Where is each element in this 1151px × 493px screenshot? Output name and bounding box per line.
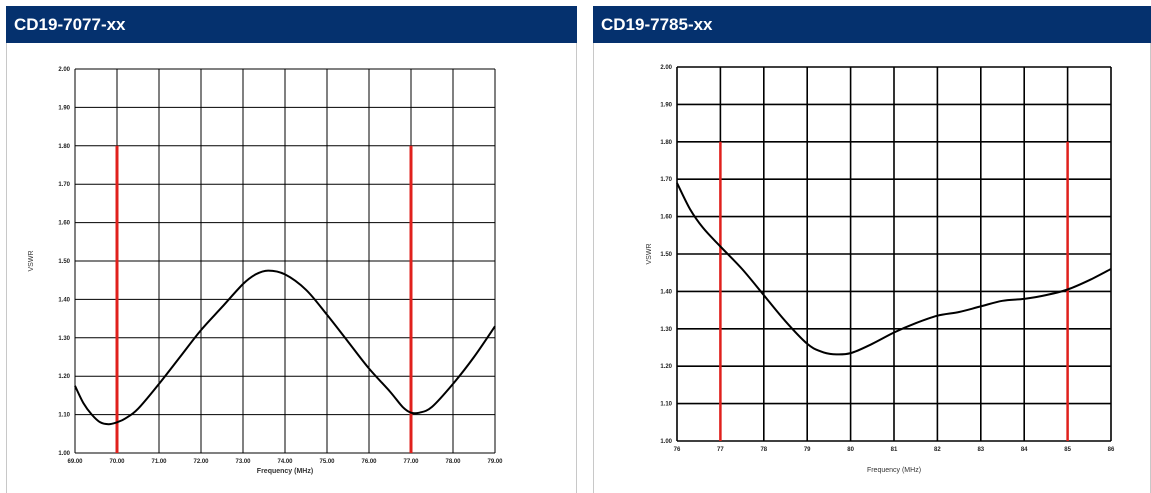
y-axis-title: VSWR <box>28 251 35 272</box>
y-tick-label: 1.90 <box>660 102 672 108</box>
y-tick-label: 1.50 <box>58 259 70 265</box>
x-axis-title: Frequency (MHz) <box>867 467 921 474</box>
x-tick-label: 77.00 <box>403 459 419 465</box>
y-tick-label: 1.70 <box>58 182 70 188</box>
y-tick-label: 2.00 <box>58 67 70 73</box>
y-tick-label: 1.10 <box>660 402 672 408</box>
x-tick-label: 84 <box>1021 447 1028 453</box>
x-tick-label: 79 <box>804 447 811 453</box>
x-tick-label: 83 <box>977 447 984 453</box>
x-tick-label: 71.00 <box>151 459 167 465</box>
panel-title: CD19-7785-xx <box>601 15 713 34</box>
x-tick-label: 78.00 <box>445 459 461 465</box>
y-tick-label: 1.10 <box>58 413 70 419</box>
x-tick-label: 70.00 <box>109 459 125 465</box>
x-tick-label: 76 <box>674 447 681 453</box>
y-tick-label: 1.20 <box>58 374 70 380</box>
vswr-chart: 1.00 1.10 1.20 1.30 1.40 1.50 1.60 1.70 1.80 1.90… <box>646 65 1115 474</box>
x-tick-label: 80 <box>847 447 854 453</box>
x-tick-label: 81 <box>891 447 898 453</box>
x-tick-label: 86 <box>1108 447 1115 453</box>
y-tick-label: 1.80 <box>660 140 672 146</box>
x-tick-label: 79.00 <box>487 459 503 465</box>
x-tick-label: 77 <box>717 447 724 453</box>
y-tick-label: 1.40 <box>58 297 70 303</box>
x-axis-title: Frequency (MHz) <box>257 468 313 475</box>
y-tick-label: 1.50 <box>660 252 672 258</box>
y-tick-label: 1.30 <box>660 327 672 333</box>
y-axis-title: VSWR <box>646 244 653 265</box>
x-tick-label: 75.00 <box>319 459 335 465</box>
x-tick-label: 73.00 <box>235 459 251 465</box>
y-tick-label: 1.40 <box>660 289 672 295</box>
panel-header: CD19-7077-xx <box>6 6 577 43</box>
y-tick-label: 1.60 <box>660 215 672 221</box>
panel-header: CD19-7785-xx <box>593 6 1151 43</box>
y-tick-label: 1.80 <box>58 144 70 150</box>
x-tick-label: 85 <box>1064 447 1071 453</box>
vswr-curve <box>74 269 496 426</box>
y-tick-label: 1.90 <box>58 105 70 111</box>
panel-body: 1.00 1.10 1.20 1.30 1.40 1.50 1.60 1.70 1.80 1.90… <box>6 43 577 493</box>
x-tick-label: 78 <box>760 447 767 453</box>
chart-panel-right: CD19-7785-xx 1.00 1.10 1.20 1.30 1.40 1.50 1.6… <box>593 6 1151 493</box>
y-tick-label: 1.30 <box>58 336 70 342</box>
y-tick-label: 1.00 <box>660 439 672 445</box>
x-tick-label: 69.00 <box>67 459 83 465</box>
y-tick-label: 1.20 <box>660 364 672 370</box>
y-tick-label: 1.70 <box>660 177 672 183</box>
chart-panel-left: CD19-7077-xx 1.00 1.10 1.20 1.30 1.40 1.50 1.6… <box>6 6 577 493</box>
x-tick-label: 82 <box>934 447 941 453</box>
x-tick-label: 72.00 <box>193 459 209 465</box>
x-tick-label: 76.00 <box>361 459 377 465</box>
panel-body: 1.00 1.10 1.20 1.30 1.40 1.50 1.60 1.70 1.80 1.90… <box>593 43 1151 493</box>
x-tick-label: 74.00 <box>277 459 293 465</box>
panel-title: CD19-7077-xx <box>14 15 126 34</box>
vswr-curve <box>676 182 1112 356</box>
vswr-chart: 1.00 1.10 1.20 1.30 1.40 1.50 1.60 1.70 1.80 1.90… <box>28 67 503 475</box>
y-tick-label: 1.60 <box>58 221 70 227</box>
y-tick-label: 1.00 <box>58 451 70 457</box>
y-tick-label: 2.00 <box>660 65 672 71</box>
